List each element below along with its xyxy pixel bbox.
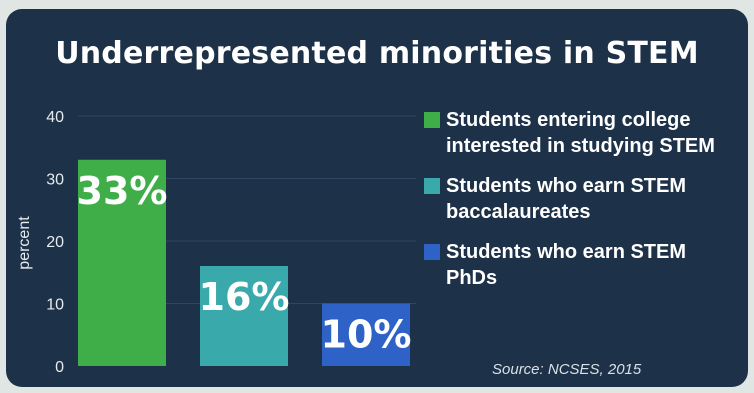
bar-3	[322, 303, 410, 366]
legend-item-entering-college: Students entering college interested in …	[424, 107, 744, 159]
y-axis-label: percent	[16, 216, 33, 270]
y-tick-label-10: 10	[46, 297, 64, 314]
y-tick-label-30: 30	[46, 172, 64, 189]
data-label-3: 10%	[321, 313, 412, 357]
data-label-2: 16%	[199, 275, 290, 319]
legend-swatch-phds	[424, 244, 440, 260]
legend-item-phds: Students who earn STEM PhDs	[424, 239, 744, 291]
legend: Students entering college interested in …	[424, 107, 744, 305]
bar-1	[78, 159, 166, 366]
legend-swatch-baccalaureates	[424, 178, 440, 194]
source-note: Source: NCSES, 2015	[492, 361, 642, 378]
y-tick-label-0: 0	[55, 359, 64, 376]
y-tick-label-20: 20	[46, 234, 64, 251]
y-tick-label-40: 40	[46, 109, 64, 126]
legend-label-entering-college: Students entering college interested in …	[446, 109, 715, 157]
legend-swatch-entering-college	[424, 112, 440, 128]
data-label-1: 33%	[77, 169, 168, 213]
chart-title: Underrepresented minorities in STEM	[55, 36, 699, 71]
legend-label-baccalaureates: Students who earn STEM baccalaureates	[446, 175, 687, 223]
bar-2	[200, 266, 288, 366]
chart-card: Underrepresented minorities in STEM 0 10 2…	[6, 9, 748, 387]
legend-item-baccalaureates: Students who earn STEM baccalaureates	[424, 173, 744, 225]
bar-chart: 0 10 20 30 40 percent 33% 16% 10%	[16, 109, 416, 376]
legend-label-phds: Students who earn STEM PhDs	[446, 241, 687, 289]
